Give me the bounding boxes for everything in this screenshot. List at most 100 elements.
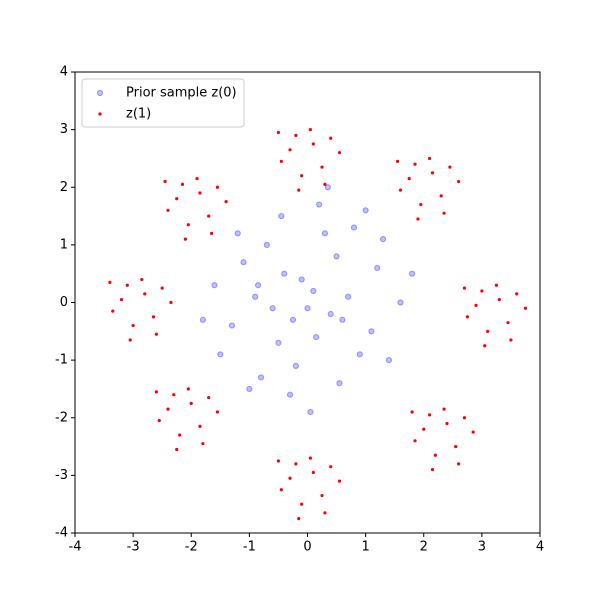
scatter-point	[454, 444, 458, 449]
scatter-point	[298, 276, 305, 283]
scatter-point	[336, 380, 343, 387]
scatter-point	[252, 293, 259, 300]
scatter-point	[201, 442, 205, 446]
scatter-point	[175, 197, 179, 201]
scatter-point	[515, 292, 519, 296]
scatter-point	[313, 333, 320, 341]
x-tick-label: 4	[536, 540, 544, 555]
scatter-point	[333, 253, 340, 260]
scatter-point	[288, 476, 292, 480]
scatter-point	[288, 148, 292, 152]
legend-box	[81, 78, 245, 128]
y-tick-label: 3	[60, 122, 68, 137]
scatter-point	[442, 407, 446, 411]
scatter-point	[154, 390, 158, 394]
scatter-point	[119, 298, 124, 302]
scatter-point	[345, 293, 352, 300]
scatter-point	[154, 332, 158, 336]
scatter-point	[207, 214, 211, 218]
scatter-point	[183, 237, 188, 241]
scatter-point	[350, 224, 358, 231]
scatter-point	[169, 300, 173, 305]
scatter-point	[337, 151, 342, 155]
scatter-point	[413, 162, 417, 166]
scatter-point	[198, 191, 202, 195]
legend-marker	[96, 89, 104, 97]
scatter-point	[430, 171, 435, 175]
x-tick-label: -4	[69, 540, 82, 555]
scatter-point	[457, 179, 461, 184]
scatter-point	[474, 303, 478, 307]
scatter-point	[509, 338, 513, 342]
scatter-point	[140, 277, 144, 282]
scatter-point	[310, 287, 317, 295]
scatter-point	[506, 321, 510, 325]
scatter-point	[311, 142, 315, 146]
scatter-point	[160, 286, 164, 290]
scatter-point	[279, 159, 283, 163]
scatter-point	[323, 511, 327, 515]
scatter-point	[166, 208, 170, 212]
scatter-point	[368, 328, 375, 335]
scatter-point	[385, 357, 392, 364]
scatter-point	[289, 316, 297, 323]
scatter-point	[294, 133, 298, 137]
y-tick-label: 2	[60, 180, 68, 195]
scatter-point	[246, 385, 253, 393]
scatter-point	[407, 177, 411, 181]
scatter-point	[186, 387, 190, 391]
scatter-point	[308, 128, 313, 132]
scatter-point	[228, 322, 236, 329]
scatter-point	[442, 211, 446, 215]
scatter-point	[327, 310, 334, 318]
scatter-point	[462, 286, 467, 290]
scatter-point	[321, 230, 329, 237]
scatter-point	[189, 401, 193, 405]
scatter-point	[422, 427, 426, 431]
x-tick-label: -2	[185, 540, 198, 555]
legend-label: z(1)	[126, 107, 151, 122]
scatter-point	[254, 282, 262, 289]
y-tick-label: -3	[55, 468, 68, 483]
scatter-point	[207, 395, 211, 400]
scatter-point	[234, 230, 241, 237]
scatter-point	[217, 351, 224, 358]
scatter-point	[311, 470, 315, 475]
scatter-point	[186, 223, 190, 227]
y-tick-label: 0	[60, 295, 68, 310]
scatter-point	[157, 419, 161, 423]
scatter-point	[471, 430, 475, 434]
x-tick-label: -3	[127, 540, 140, 555]
scatter-point	[329, 136, 333, 140]
scatter-point	[131, 323, 135, 328]
scatter-point	[379, 236, 387, 243]
scatter-point	[483, 344, 487, 348]
scatter-point	[300, 174, 304, 178]
y-tick-label: -1	[55, 353, 68, 368]
scatter-point	[494, 283, 499, 287]
scatter-point	[362, 207, 369, 214]
scatter-point	[465, 315, 469, 319]
scatter-point	[323, 182, 327, 186]
x-tick-label: -1	[243, 540, 256, 555]
scatter-point	[180, 182, 185, 186]
scatter-point	[292, 362, 299, 369]
scatter-point	[263, 241, 270, 248]
scatter-point	[276, 130, 281, 135]
scatter-point	[329, 465, 333, 469]
scatter-point	[523, 306, 528, 310]
scatter-point	[356, 351, 363, 358]
scatter-point	[316, 201, 323, 208]
scatter-point	[337, 479, 342, 483]
y-tick-label: 4	[60, 65, 68, 80]
scatter-point	[398, 188, 403, 192]
legend-marker	[98, 112, 102, 116]
scatter-point	[413, 439, 417, 443]
scatter-point	[172, 393, 176, 397]
scatter-point	[430, 468, 435, 472]
scatter-point	[279, 488, 283, 492]
scatter-point	[286, 391, 294, 398]
scatter-point	[339, 316, 346, 323]
scatter-point	[175, 447, 179, 452]
scatter-point	[427, 156, 432, 161]
